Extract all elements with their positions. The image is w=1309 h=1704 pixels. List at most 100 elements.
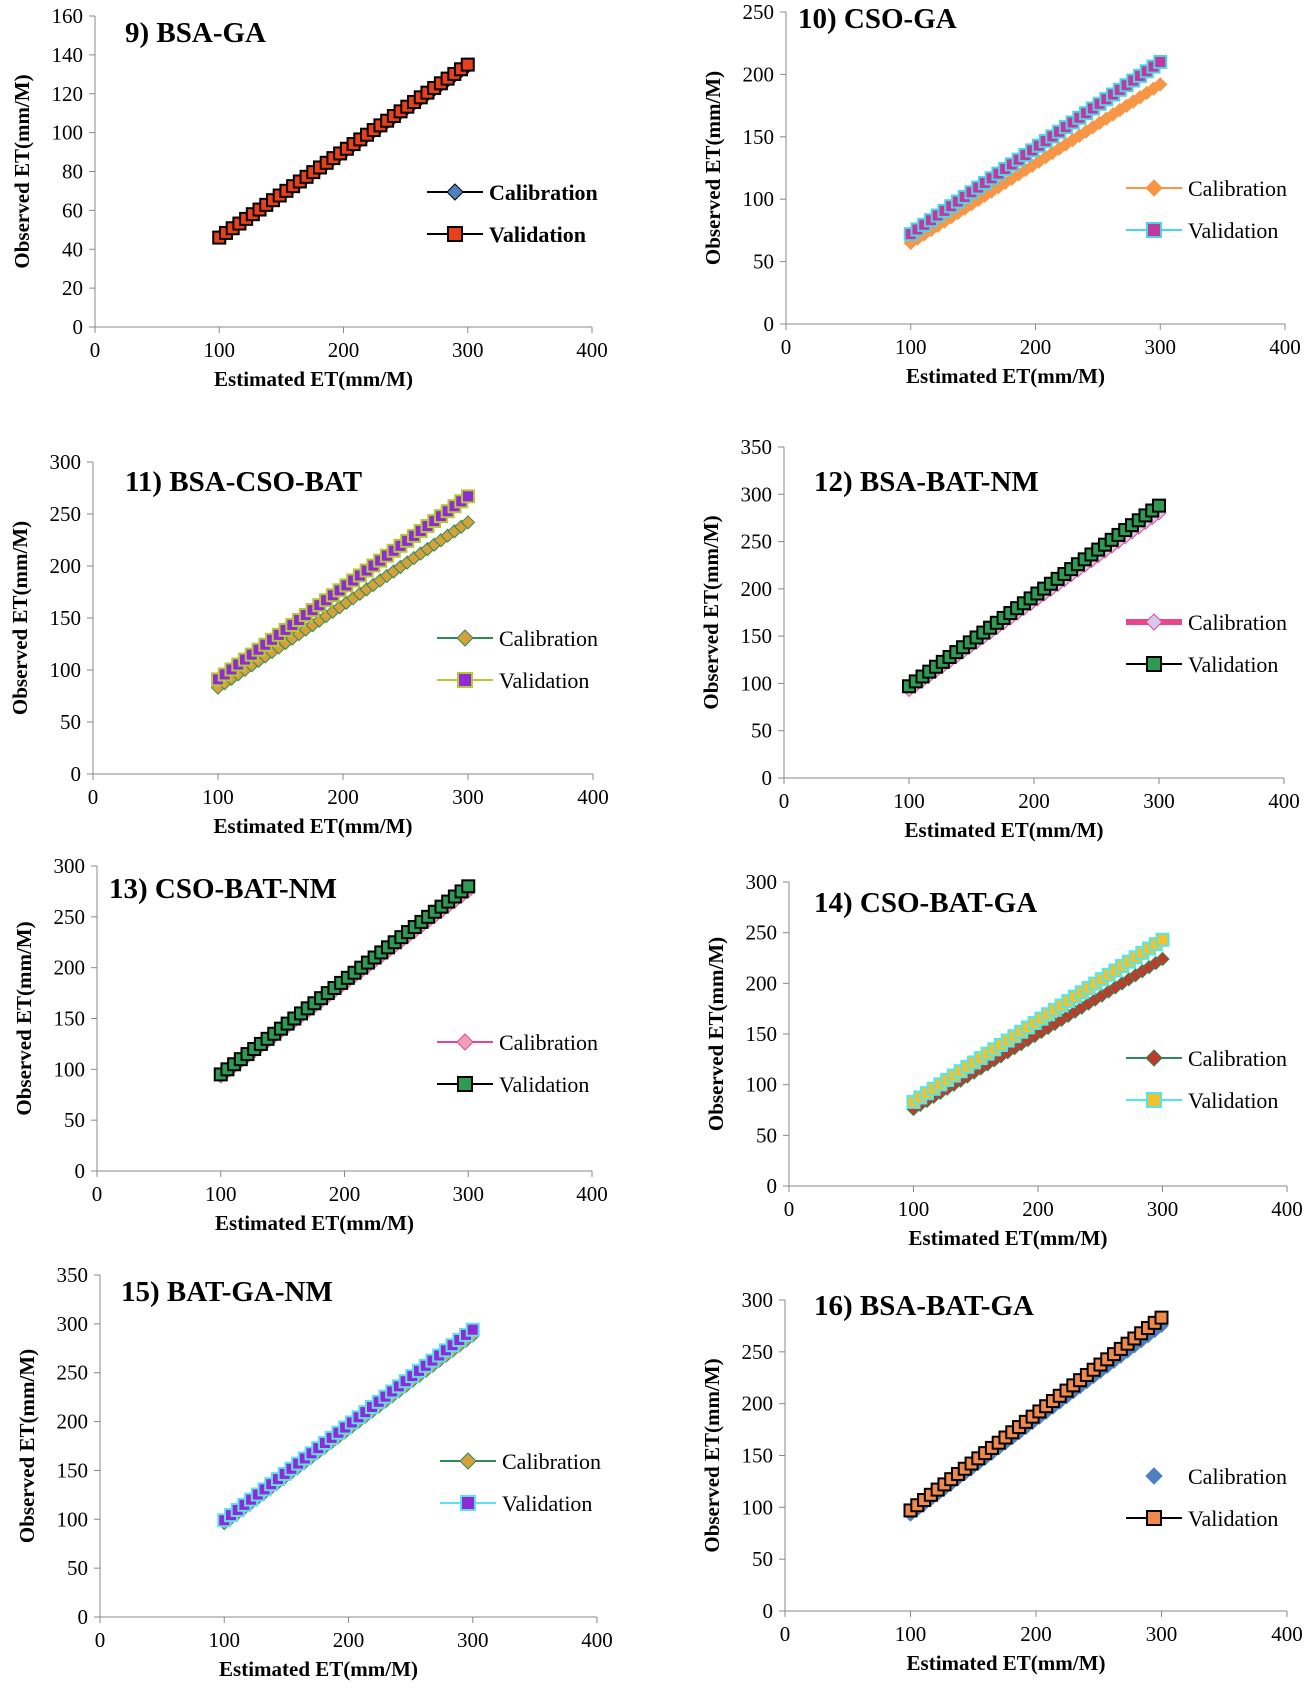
y-tick-label: 0: [764, 312, 775, 336]
legend-marker: [457, 1076, 473, 1092]
x-tick-label: 300: [1143, 789, 1175, 813]
legend-marker: [456, 1033, 474, 1051]
legend-entry-validation: Validation: [1126, 1506, 1278, 1531]
series-validation: [903, 1310, 1169, 1518]
legend-label: Calibration: [1188, 1464, 1287, 1489]
legend-marker: [1146, 656, 1162, 672]
series-validation: [212, 57, 475, 245]
series-validation: [211, 489, 475, 687]
legend-marker: [447, 226, 463, 242]
x-tick-label: 400: [1271, 1622, 1303, 1646]
y-tick-label: 140: [52, 43, 84, 67]
legend-entry-calibration: Calibration: [1126, 610, 1287, 635]
data-point: [1155, 932, 1170, 947]
chart-panel-11: 0 50 100 150 200 250 300 0 100 200 300 400 Estimated…: [8, 450, 609, 838]
y-tick-label: 50: [64, 1108, 85, 1132]
x-tick-label: 400: [1268, 789, 1300, 813]
legend-marker: [1145, 179, 1163, 197]
data-point: [460, 57, 475, 72]
y-tick-label: 0: [75, 1159, 86, 1183]
y-tick-label: 0: [78, 1605, 89, 1629]
legend-entry-validation: Validation: [1126, 652, 1278, 677]
y-tick-label: 50: [753, 250, 774, 274]
legend-label: Validation: [489, 222, 586, 247]
y-tick-label: 250: [741, 530, 773, 554]
legend-marker: [446, 183, 464, 201]
x-axis-title: Estimated ET(mm/M): [909, 1226, 1108, 1250]
x-tick-label: 0: [779, 789, 790, 813]
x-tick-label: 300: [1146, 1622, 1178, 1646]
x-tick-label: 200: [329, 1182, 361, 1206]
y-tick-label: 150: [741, 624, 773, 648]
y-axis-title: Observed ET(mm/M): [10, 74, 34, 268]
y-tick-label: 150: [742, 1444, 774, 1468]
legend-label: Calibration: [1188, 176, 1287, 201]
x-tick-label: 200: [1018, 789, 1050, 813]
chart-panel-15: 0 50 100 150 200 250 300 350 0 100 200 300 400 Estima…: [15, 1263, 613, 1681]
legend-entry-calibration: Calibration: [437, 1030, 598, 1055]
y-tick-label: 150: [54, 1007, 86, 1031]
chart-panel-13: 0 50 100 150 200 250 300 0 100 200 300 400 Estimated…: [12, 854, 608, 1235]
data-point: [461, 489, 475, 504]
legend-marker: [457, 672, 473, 688]
data-point: [461, 879, 476, 894]
x-tick-label: 100: [204, 338, 236, 362]
legend-marker: [1145, 613, 1163, 631]
x-tick-label: 400: [1269, 335, 1301, 359]
legend-entry-calibration: Calibration: [427, 180, 598, 205]
series-validation: [903, 54, 1168, 242]
panel-title: 11) BSA-CSO-BAT: [125, 466, 362, 498]
chart-panel-10: 0 50 100 150 200 250 0 100 200 300 400 Estimated ET…: [701, 0, 1301, 388]
legend-entry-validation: Validation: [427, 222, 586, 247]
x-tick-label: 200: [1020, 335, 1052, 359]
y-tick-label: 200: [743, 62, 775, 86]
legend-label: Validation: [499, 668, 589, 693]
legend-label: Calibration: [502, 1449, 601, 1474]
x-tick-label: 200: [327, 785, 359, 809]
data-point: [1154, 1310, 1169, 1325]
panel-title: 14) CSO-BAT-GA: [814, 887, 1037, 919]
x-tick-label: 400: [1271, 1197, 1303, 1221]
y-tick-label: 300: [746, 870, 778, 894]
y-tick-label: 300: [50, 450, 82, 474]
y-axis-title: Observed ET(mm/M): [8, 521, 32, 715]
panel-title: 16) BSA-BAT-GA: [814, 1290, 1034, 1322]
y-tick-label: 100: [52, 121, 84, 145]
legend-entry-calibration: Calibration: [437, 626, 598, 651]
legend-label: Validation: [502, 1491, 592, 1516]
chart-panel-16: 0 50 100 150 200 250 300 0 100 200 300 400 Estimated…: [700, 1288, 1303, 1675]
x-tick-label: 0: [95, 1628, 106, 1652]
chart-panel-12: 0 50 100 150 200 250 300 350 0 100 200 300 400 Estima…: [699, 435, 1300, 842]
x-axis-title: Estimated ET(mm/M): [906, 364, 1105, 388]
legend-entry-calibration: Calibration: [1126, 176, 1287, 201]
legend-label: Calibration: [1188, 1046, 1287, 1071]
legend-marker: [1146, 222, 1162, 238]
x-tick-label: 200: [1020, 1622, 1052, 1646]
y-tick-label: 250: [742, 1340, 774, 1364]
data-point: [465, 1322, 480, 1337]
y-tick-label: 160: [52, 4, 84, 28]
y-tick-label: 200: [746, 971, 778, 995]
x-axis-title: Estimated ET(mm/M): [214, 814, 413, 838]
x-tick-label: 100: [209, 1628, 241, 1652]
y-tick-label: 50: [67, 1556, 88, 1580]
legend-label: Calibration: [489, 180, 598, 205]
data-point: [1155, 951, 1170, 967]
legend-label: Validation: [1188, 652, 1278, 677]
y-tick-label: 80: [62, 160, 83, 184]
x-tick-label: 0: [780, 1622, 791, 1646]
x-axis-title: Estimated ET(mm/M): [219, 1657, 418, 1681]
x-tick-label: 100: [205, 1182, 237, 1206]
x-tick-label: 400: [577, 785, 609, 809]
x-tick-label: 200: [1022, 1197, 1054, 1221]
y-tick-label: 250: [54, 905, 86, 929]
x-axis-title: Estimated ET(mm/M): [214, 367, 413, 391]
legend-entry-validation: Validation: [440, 1491, 592, 1516]
legend-marker: [456, 629, 474, 647]
legend-label: Validation: [1188, 1506, 1278, 1531]
y-tick-label: 40: [62, 237, 83, 261]
y-tick-label: 250: [746, 921, 778, 945]
y-tick-label: 120: [52, 82, 84, 106]
y-axis-title: Observed ET(mm/M): [700, 1358, 724, 1552]
series-validation: [213, 879, 476, 1082]
